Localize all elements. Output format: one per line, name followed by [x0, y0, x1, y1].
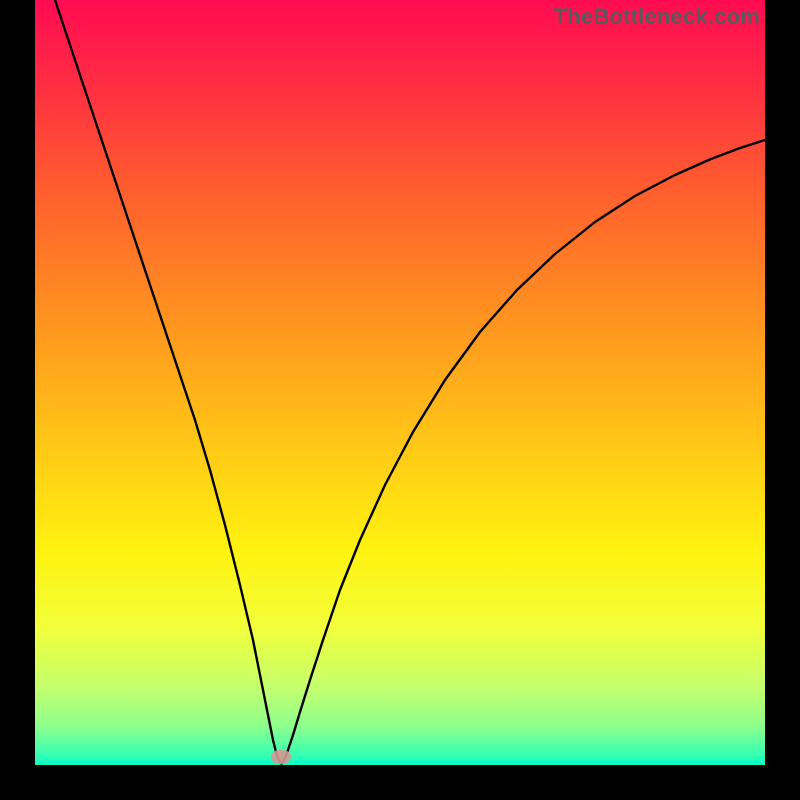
watermark-text: TheBottleneck.com — [554, 4, 760, 30]
optimum-marker — [271, 750, 291, 764]
curve-path — [55, 0, 765, 764]
plot-area — [35, 0, 765, 765]
bottleneck-curve — [35, 0, 765, 765]
